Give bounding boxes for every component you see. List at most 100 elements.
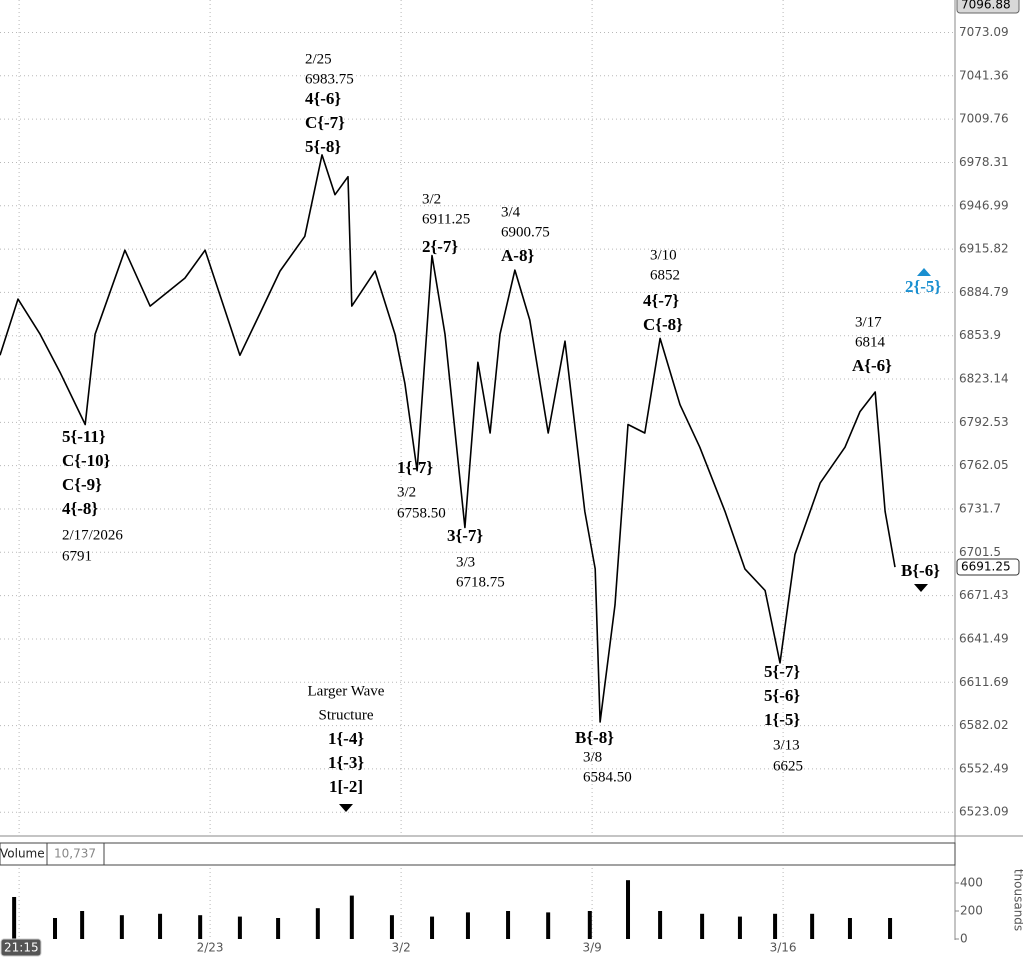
volume-bar bbox=[158, 913, 163, 939]
volume-bar bbox=[847, 917, 852, 939]
annotation-text: 6814 bbox=[855, 334, 886, 350]
y-tick-label: 6701.5 bbox=[959, 545, 1001, 559]
annotation-text: 3/17 bbox=[855, 314, 882, 330]
marker bbox=[917, 268, 931, 276]
annotation-text: 3/2 bbox=[422, 191, 441, 207]
annotation-text: Larger Wave bbox=[308, 683, 385, 699]
volume-bar bbox=[119, 915, 124, 939]
annotation-text: 6911.25 bbox=[422, 211, 470, 227]
volume-bar bbox=[658, 910, 663, 939]
axis-top-label: 7096.88 bbox=[961, 0, 1011, 12]
annotation-text: 6791 bbox=[62, 548, 92, 564]
annotation-text: Structure bbox=[319, 707, 374, 723]
volume-bar bbox=[276, 917, 281, 939]
x-tick-label: 3/2 bbox=[391, 941, 410, 955]
y-tick-label: 6853.9 bbox=[959, 328, 1001, 342]
annotation-text: 6758.50 bbox=[397, 505, 446, 521]
annotation-text: 6718.75 bbox=[456, 574, 505, 590]
last-price-label: 6691.25 bbox=[961, 560, 1011, 574]
x-tick-label: 2/23 bbox=[197, 941, 224, 955]
volume-bar bbox=[389, 915, 394, 939]
y-tick-label: 6671.43 bbox=[959, 588, 1009, 602]
wave-label: A-8} bbox=[501, 246, 534, 265]
wave-label: 1{-3} bbox=[328, 753, 364, 772]
x-tick-label: 3/16 bbox=[770, 941, 797, 955]
wave-label: 5{-8} bbox=[305, 137, 341, 156]
annotation-text: 6584.50 bbox=[583, 769, 632, 785]
time-box bbox=[0, 938, 42, 957]
wave-label: 4{-6} bbox=[305, 89, 341, 108]
volume-bar bbox=[888, 917, 893, 939]
time-label: 21:15 bbox=[4, 941, 39, 955]
wave-label: 2{-7} bbox=[422, 237, 458, 256]
volume-bar bbox=[587, 910, 592, 939]
volume-bar bbox=[198, 915, 203, 939]
wave-label: 1{-7} bbox=[397, 458, 433, 477]
volume-bar bbox=[430, 916, 435, 939]
annotation-text: 3/4 bbox=[501, 204, 521, 220]
volume-bar bbox=[546, 912, 551, 939]
wave-label: C{-8} bbox=[643, 315, 683, 334]
volume-bar bbox=[506, 910, 511, 939]
y-tick-label: 7009.76 bbox=[959, 112, 1009, 126]
wave-label: B{-8} bbox=[575, 728, 614, 747]
y-tick-label: 6762.05 bbox=[959, 458, 1009, 472]
y-tick-label: 7041.36 bbox=[959, 68, 1009, 82]
volume-bar bbox=[53, 917, 58, 939]
y-tick-label: 0 bbox=[960, 932, 968, 946]
volume-bar bbox=[315, 908, 320, 939]
wave-label: A{-6} bbox=[852, 356, 892, 375]
y-tick-label: 6731.7 bbox=[959, 501, 1001, 515]
volume-bar bbox=[737, 916, 742, 939]
y-axis-label: thousands bbox=[1012, 869, 1023, 931]
annotation-text: 3/10 bbox=[650, 247, 677, 263]
annotation-text: 3/2 bbox=[397, 484, 416, 500]
x-tick-label: 3/9 bbox=[582, 941, 601, 955]
wave-label: 1{-5} bbox=[764, 710, 800, 729]
volume-bar bbox=[700, 913, 705, 939]
volume-bar bbox=[237, 916, 242, 939]
annotation-text: 6625 bbox=[773, 758, 803, 774]
y-tick-label: 400 bbox=[960, 875, 983, 889]
volume-bar bbox=[626, 880, 631, 939]
wave-label: C{-7} bbox=[305, 113, 345, 132]
y-tick-label: 7073.09 bbox=[959, 25, 1009, 39]
last-price-box bbox=[956, 558, 1020, 576]
y-tick-label: 6915.82 bbox=[959, 242, 1009, 256]
wave-label: 2{-5} bbox=[905, 277, 941, 296]
annotation-text: 6983.75 bbox=[305, 71, 354, 87]
y-tick-label: 6978.31 bbox=[959, 155, 1009, 169]
volume-bar bbox=[12, 896, 17, 939]
y-tick-label: 6611.69 bbox=[959, 675, 1009, 689]
y-tick-label: 200 bbox=[960, 903, 983, 917]
wave-label: 5{-11} bbox=[62, 427, 106, 446]
annotation-text: 6852 bbox=[650, 267, 680, 283]
volume-header bbox=[0, 842, 956, 866]
wave-label: B{-6} bbox=[901, 561, 940, 580]
marker bbox=[339, 804, 353, 812]
y-tick-label: 6641.49 bbox=[959, 631, 1009, 645]
volume-bar bbox=[465, 912, 470, 939]
wave-label: C{-9} bbox=[62, 475, 102, 494]
y-tick-label: 6946.99 bbox=[959, 198, 1009, 212]
wave-label: 4{-7} bbox=[643, 291, 679, 310]
wave-label: 4{-8} bbox=[62, 499, 98, 518]
wave-label: 1[-2] bbox=[329, 777, 363, 796]
volume-current: 10,737 bbox=[54, 847, 96, 861]
volume-bar bbox=[773, 913, 778, 939]
y-tick-label: 6523.09 bbox=[959, 805, 1009, 819]
wave-label: 5{-7} bbox=[764, 662, 800, 681]
volume-bar bbox=[349, 895, 354, 939]
annotation-text: 3/3 bbox=[456, 554, 475, 570]
wave-label: 5{-6} bbox=[764, 686, 800, 705]
y-tick-label: 6552.49 bbox=[959, 761, 1009, 775]
y-tick-label: 6823.14 bbox=[959, 372, 1009, 386]
volume-bar bbox=[810, 913, 815, 939]
wave-label: 3{-7} bbox=[447, 526, 483, 545]
marker bbox=[914, 584, 928, 592]
annotation-text: 2/25 bbox=[305, 51, 332, 67]
price-line bbox=[0, 154, 896, 723]
y-tick-label: 6582.02 bbox=[959, 718, 1009, 732]
